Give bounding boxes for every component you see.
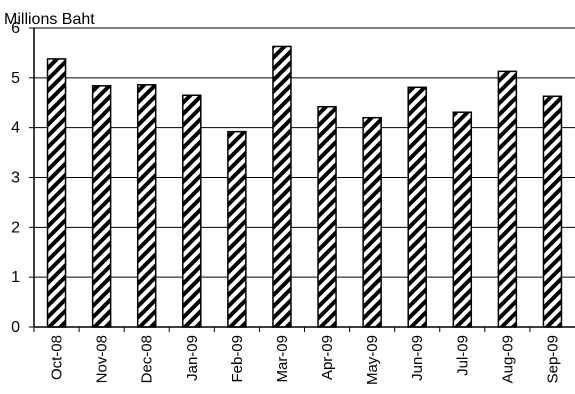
- bar-jun-09: [407, 86, 427, 328]
- bar-dec-08: [136, 84, 157, 328]
- x-tick-label-aug-09: Aug-09: [499, 335, 516, 383]
- x-tick-labels: Oct-08 Nov-08 Dec-08 Jan-09 Feb-09 Mar-09 Apr-…: [49, 335, 562, 385]
- bar-jan-09: [182, 94, 202, 328]
- bar-aug-09: [497, 70, 518, 328]
- x-tick-label-may-09: May-09: [364, 335, 381, 385]
- x-tick-label-oct-08: Oct-08: [49, 335, 66, 380]
- axes: [29, 27, 575, 332]
- y-tick-labels: 0 1 2 3 4 5 6: [11, 20, 20, 336]
- x-tick-label-jun-09: Jun-09: [409, 335, 426, 381]
- bars: [46, 45, 563, 328]
- x-tick-label-dec-08: Dec-08: [139, 335, 156, 383]
- bar-sep-09: [542, 95, 563, 328]
- bar-apr-09: [317, 105, 337, 328]
- y-tick-label-1: 1: [11, 269, 20, 286]
- y-tick-label-3: 3: [11, 170, 20, 187]
- y-tick-label-4: 4: [11, 120, 20, 137]
- y-tick-label-0: 0: [11, 319, 20, 336]
- x-tick-label-apr-09: Apr-09: [319, 335, 336, 380]
- x-tick-label-sep-09: Sep-09: [544, 335, 561, 383]
- x-tick-label-feb-09: Feb-09: [229, 335, 246, 383]
- x-tick-label-mar-09: Mar-09: [274, 335, 291, 383]
- x-tick-label-jul-09: Jul-09: [454, 335, 471, 376]
- y-tick-label-2: 2: [11, 219, 20, 236]
- bar-mar-09: [272, 45, 292, 328]
- bar-may-09: [362, 116, 382, 328]
- bar-oct-08: [46, 58, 67, 328]
- x-tick-label-nov-08: Nov-08: [94, 335, 111, 383]
- x-tick-label-jan-09: Jan-09: [184, 335, 201, 381]
- bar-feb-09: [227, 130, 247, 328]
- bar-nov-08: [91, 85, 112, 328]
- y-axis-title: Millions Baht: [4, 11, 95, 28]
- y-tick-label-5: 5: [11, 70, 20, 87]
- y-tick-label-6: 6: [11, 20, 20, 37]
- gridlines: [34, 27, 575, 328]
- bar-jul-09: [452, 111, 473, 328]
